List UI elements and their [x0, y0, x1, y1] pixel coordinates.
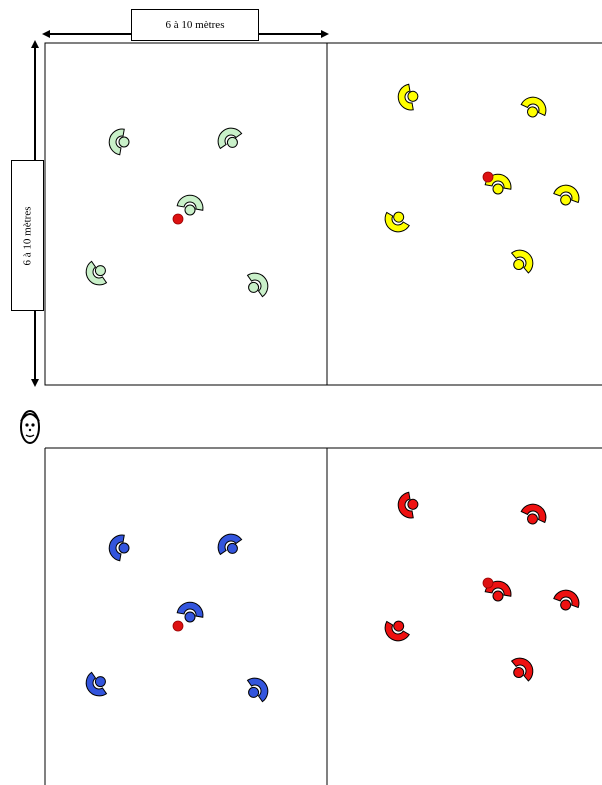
width-label: 6 à 10 mètres	[131, 9, 259, 41]
team-blue	[85, 533, 269, 703]
field-grid	[44, 42, 602, 785]
ball-icon	[482, 171, 494, 183]
width-label-text: 6 à 10 mètres	[165, 19, 225, 31]
coach-face-icon	[20, 410, 40, 444]
height-label-text: 6 à 10 mètres	[21, 206, 34, 265]
player-icon	[397, 83, 419, 111]
player-icon	[246, 677, 269, 703]
ball-icon	[172, 213, 184, 225]
player-icon	[85, 671, 108, 697]
player-icon	[510, 657, 534, 682]
field-top-right	[326, 42, 602, 386]
player-icon	[246, 272, 269, 298]
height-label: 6 à 10 mètres	[11, 160, 44, 311]
player-icon	[520, 503, 547, 525]
player-icon	[176, 601, 204, 623]
ball-icon	[172, 620, 184, 632]
player-icon	[553, 184, 580, 206]
team-red	[384, 491, 580, 682]
player-icon	[397, 491, 419, 519]
player-icon	[217, 127, 243, 150]
player-icon	[384, 211, 410, 233]
player-icon	[176, 194, 204, 216]
ball-icon	[482, 577, 494, 589]
player-icon	[108, 128, 130, 156]
player-icon	[217, 533, 243, 556]
player-icon	[384, 620, 410, 642]
team-yellow	[384, 83, 580, 274]
player-icon	[510, 249, 534, 274]
field-top-left	[44, 42, 328, 386]
players-layer	[85, 83, 580, 703]
player-icon	[108, 534, 130, 562]
player-icon	[553, 589, 580, 611]
team-green	[85, 127, 269, 298]
player-icon	[520, 96, 547, 118]
player-icon	[85, 260, 108, 286]
